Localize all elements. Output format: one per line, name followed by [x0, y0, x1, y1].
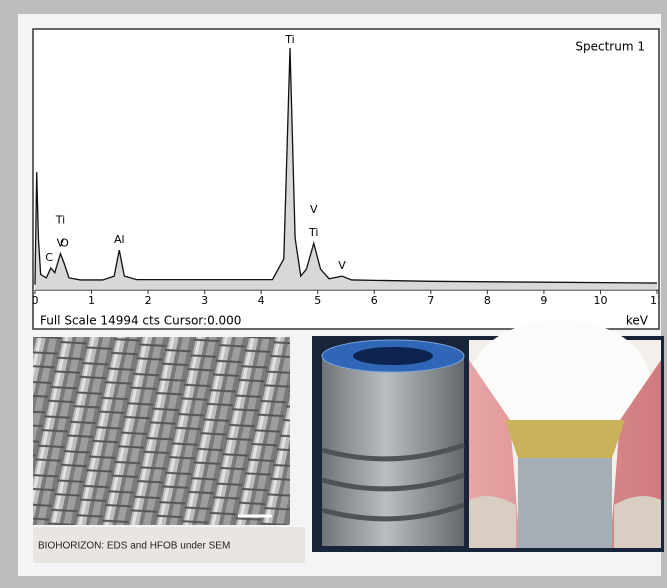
threads — [321, 442, 465, 522]
caption-box — [33, 527, 305, 563]
caption: BIOHORIZON: EDS and HFOB under SEM — [38, 541, 230, 552]
peak-label: Ti — [284, 33, 294, 46]
x-tick-label: 3 — [201, 294, 208, 307]
bone — [469, 496, 661, 548]
x-tick-label: 7 — [427, 294, 434, 307]
peak-label: O — [60, 237, 69, 250]
peak-label: Al — [114, 233, 125, 246]
peak-label: V — [310, 203, 318, 216]
sem-image — [33, 337, 290, 525]
x-tick-label: 8 — [484, 294, 491, 307]
x-tick-label: 4 — [258, 294, 265, 307]
x-tick-label: 10 — [593, 294, 607, 307]
peak-label: Ti — [308, 226, 318, 239]
peak-label: C — [45, 251, 53, 264]
x-tick-label: 6 — [371, 294, 378, 307]
x-tick-label: 2 — [145, 294, 152, 307]
x-tick-label: 0 — [32, 294, 39, 307]
x-axis-label: keV — [626, 314, 649, 328]
collar — [505, 420, 625, 458]
x-tick-label: 9 — [540, 294, 547, 307]
crown — [470, 320, 650, 440]
implant-hole — [353, 347, 433, 365]
abutment — [518, 458, 612, 548]
x-tick-label: 1 — [88, 294, 95, 307]
peak-label: Ti — [55, 214, 65, 227]
x-tick-label: 11 — [650, 294, 664, 307]
footer: Full Scale 14994 cts Cursor:0.000 — [40, 314, 241, 328]
x-tick-label: 5 — [314, 294, 321, 307]
spectrum-line — [34, 48, 658, 285]
chart-title: Spectrum 1 — [575, 40, 645, 54]
peak-label: V — [57, 237, 65, 250]
peak-label: V — [338, 259, 346, 272]
